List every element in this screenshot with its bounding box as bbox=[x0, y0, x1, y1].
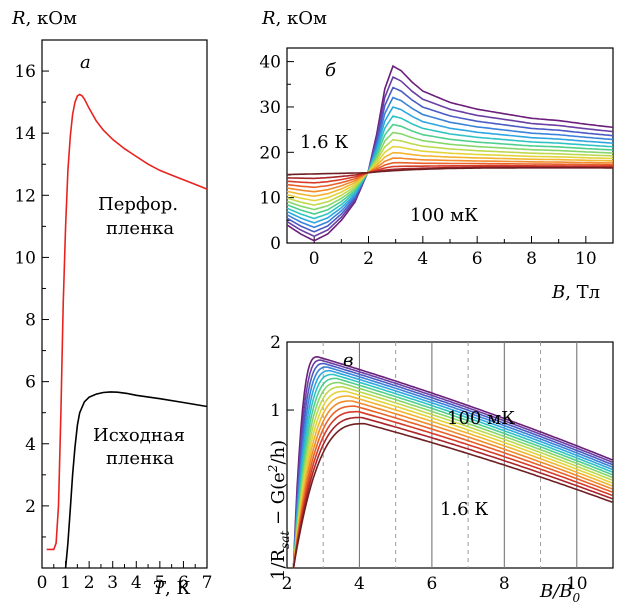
panel-a-frame bbox=[41, 39, 208, 569]
perforated-film-line bbox=[46, 93, 208, 551]
x-tick-label: 6 bbox=[472, 249, 483, 269]
series-line bbox=[292, 390, 613, 569]
perf-film-label-1: Перфор. bbox=[98, 194, 178, 215]
series-line bbox=[286, 115, 614, 220]
x-tick-label: 4 bbox=[354, 574, 365, 594]
x-tick-label: 2 bbox=[363, 249, 374, 269]
y-tick-label: 20 bbox=[259, 143, 281, 163]
series-line bbox=[286, 151, 614, 198]
x-tick-label: 7 bbox=[202, 573, 213, 593]
y-tick-label: 2 bbox=[25, 497, 36, 517]
panel-c-temp-high: 1.6 К bbox=[440, 499, 488, 520]
y-tick-label: 30 bbox=[259, 98, 281, 118]
perf-film-label-2: пленка bbox=[106, 218, 174, 239]
panel-b-ticks: 0 2 4 6 8 10 0 10 20 30 40 bbox=[259, 53, 614, 269]
panel-b-ylabel: R, кОм bbox=[261, 8, 327, 29]
panel-b: 0 2 4 6 8 10 0 10 20 30 40 R, кОм B, Тл б 1.6 К 10… bbox=[259, 8, 614, 303]
panel-a-xlabel: T, К bbox=[153, 578, 190, 599]
y-tick-label: 8 bbox=[25, 311, 36, 331]
series-line bbox=[286, 86, 614, 233]
series-line bbox=[287, 167, 613, 176]
series-line bbox=[292, 395, 613, 569]
series-line bbox=[286, 106, 614, 224]
series-line bbox=[292, 386, 613, 569]
x-tick-label: 2 bbox=[84, 573, 95, 593]
x-tick-label: 6 bbox=[178, 573, 189, 593]
x-tick-label: 0 bbox=[37, 573, 48, 593]
panel-c-series bbox=[292, 355, 613, 569]
x-tick-label: 3 bbox=[107, 573, 118, 593]
y-tick-label: 4 bbox=[25, 435, 36, 455]
y-tick-label: 0 bbox=[270, 234, 281, 254]
panel-b-series bbox=[286, 64, 614, 242]
panel-c-temp-low: 100 мК bbox=[447, 408, 515, 429]
series-line bbox=[292, 366, 613, 569]
panel-c-letter: в bbox=[343, 350, 353, 371]
series-line bbox=[286, 157, 614, 193]
x-tick-label: 4 bbox=[131, 573, 142, 593]
y-tick-label: 2 bbox=[270, 333, 281, 353]
y-tick-label: 14 bbox=[14, 124, 36, 144]
series-line bbox=[286, 131, 614, 211]
series-line bbox=[286, 164, 614, 184]
x-tick-label: 6 bbox=[426, 574, 437, 594]
series-line bbox=[292, 381, 613, 569]
orig-film-label-2: пленка bbox=[106, 448, 174, 469]
panel-b-letter: б bbox=[325, 60, 337, 81]
x-tick-label: 10 bbox=[575, 249, 597, 269]
series-line bbox=[292, 355, 613, 569]
panel-c-xlabel: B/B0 bbox=[539, 581, 581, 604]
series-line bbox=[286, 138, 614, 206]
series-line bbox=[292, 405, 613, 569]
x-tick-label: 8 bbox=[499, 574, 510, 594]
series-line bbox=[286, 96, 614, 229]
series-line bbox=[286, 76, 614, 238]
y-tick-label: 40 bbox=[259, 53, 281, 73]
panel-c-frame bbox=[286, 341, 614, 569]
panel-a-letter: а bbox=[80, 52, 91, 73]
y-tick-label: 6 bbox=[25, 373, 36, 393]
y-tick-label: 1 bbox=[270, 401, 281, 421]
y-tick-label: 10 bbox=[259, 189, 281, 209]
panel-b-temp-low: 100 мК bbox=[410, 205, 478, 226]
x-tick-label: 8 bbox=[526, 249, 537, 269]
series-line bbox=[292, 373, 613, 569]
series-line bbox=[292, 422, 613, 569]
orig-film-label-1: Исходная bbox=[93, 425, 185, 446]
series-line bbox=[292, 400, 613, 569]
x-tick-label: 1 bbox=[60, 573, 71, 593]
panel-a-series bbox=[46, 93, 208, 569]
x-tick-label: 5 bbox=[154, 573, 165, 593]
series-line bbox=[292, 362, 613, 569]
series-line bbox=[292, 410, 613, 569]
x-tick-label: 2 bbox=[282, 574, 293, 594]
panel-b-temp-high: 1.6 К bbox=[300, 132, 348, 153]
series-line bbox=[286, 64, 614, 242]
x-tick-label: 4 bbox=[417, 249, 428, 269]
original-film-line bbox=[64, 391, 208, 569]
series-line bbox=[286, 145, 614, 202]
y-tick-label: 16 bbox=[14, 62, 36, 82]
y-tick-label: 10 bbox=[14, 248, 36, 268]
series-line bbox=[292, 416, 613, 569]
x-tick-label: 10 bbox=[566, 574, 588, 594]
x-tick-label: 0 bbox=[309, 249, 320, 269]
series-line bbox=[286, 161, 613, 189]
panel-c-ylabel: 1/Rsat − G(e2/h) bbox=[266, 440, 292, 580]
series-line bbox=[286, 123, 614, 215]
y-tick-label: 12 bbox=[14, 186, 36, 206]
panel-b-xlabel: B, Тл bbox=[551, 282, 600, 303]
series-line bbox=[292, 359, 613, 569]
series-line bbox=[292, 369, 613, 569]
series-line bbox=[292, 377, 613, 569]
panel-a-ylabel: R, кОм bbox=[11, 8, 77, 29]
